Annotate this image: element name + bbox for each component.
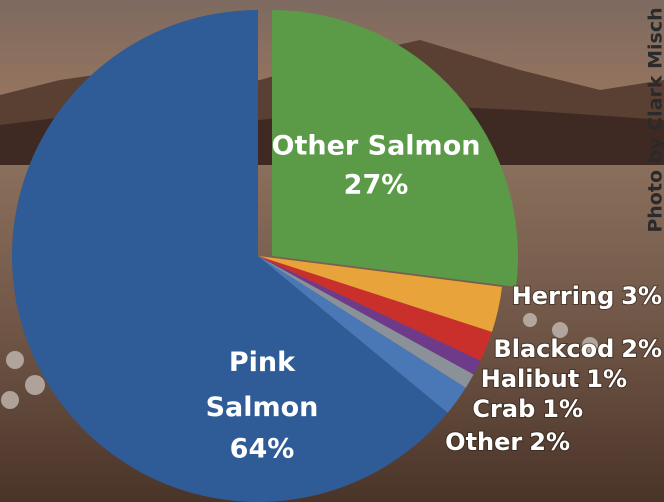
pie-slice (258, 256, 466, 413)
pie-slice (258, 256, 492, 361)
slice-label: Halibut 1% (481, 365, 627, 393)
slice-label: Crab 1% (472, 395, 583, 423)
pie-slice (272, 10, 519, 287)
slice-name: Other (445, 428, 522, 456)
slice-label: Blackcod 2% (493, 335, 662, 363)
slice-label: Herring 3% (512, 282, 662, 310)
slice-label: Other 2% (445, 428, 570, 456)
slice-name: Herring (512, 282, 615, 310)
slice-name: Halibut (481, 365, 579, 393)
pie (11, 10, 519, 502)
pie-slice (11, 10, 448, 502)
slice-label: Other Salmon (272, 131, 481, 162)
slice-value: 1% (586, 365, 627, 393)
photo-credit: Photo by Clark Misch (645, 7, 664, 232)
slice-value: 3% (621, 282, 662, 310)
pie-slice (258, 256, 474, 388)
slice-value: 1% (542, 395, 583, 423)
slice-value-label: 27% (344, 170, 409, 201)
slice-name: Crab (472, 395, 535, 423)
slice-value: 2% (529, 428, 570, 456)
slice-name: Blackcod (493, 335, 614, 363)
pie-slice (258, 256, 481, 375)
slice-value-label: 64% (230, 434, 295, 465)
slice-label: Pink Salmon (206, 347, 319, 423)
slice-value: 2% (621, 335, 662, 363)
pie-slice (258, 256, 503, 333)
